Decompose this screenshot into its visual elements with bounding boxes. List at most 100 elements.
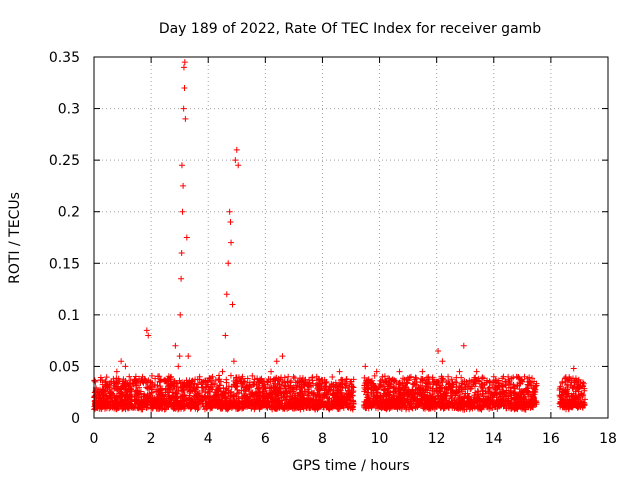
data-point: [349, 405, 356, 412]
data-point: [561, 398, 568, 405]
data-point: [109, 401, 116, 408]
x-tick-label: 2: [147, 431, 156, 447]
data-point: [279, 378, 286, 385]
data-point: [518, 390, 525, 397]
data-point: [192, 376, 199, 383]
data-point: [224, 393, 231, 400]
data-point: [523, 385, 530, 392]
data-point: [324, 394, 331, 401]
data-point: [262, 384, 269, 391]
data-point: [417, 384, 424, 391]
data-point: [362, 398, 369, 405]
data-point: [390, 388, 397, 395]
data-point: [290, 373, 297, 380]
data-point: [269, 378, 276, 385]
data-point: [182, 115, 189, 122]
data-point: [483, 379, 490, 386]
data-point: [218, 398, 225, 405]
x-tick-label: 14: [485, 431, 503, 447]
data-point: [154, 373, 161, 380]
data-point: [113, 368, 120, 375]
data-point: [295, 378, 302, 385]
data-point: [363, 379, 370, 386]
data-point: [502, 378, 509, 385]
data-point: [208, 378, 215, 385]
data-point: [559, 388, 566, 395]
data-point: [326, 405, 333, 412]
data-point: [223, 291, 230, 298]
data-point: [264, 379, 271, 386]
data-point: [488, 399, 495, 406]
data-point: [143, 380, 150, 387]
data-point: [410, 400, 417, 407]
data-point: [479, 375, 486, 382]
data-point: [284, 379, 291, 386]
data-point: [439, 358, 446, 365]
data-point: [141, 393, 148, 400]
data-point: [288, 378, 295, 385]
data-point: [256, 389, 263, 396]
x-tick-label: 6: [261, 431, 270, 447]
data-point: [562, 387, 569, 394]
data-point: [506, 380, 513, 387]
data-point: [295, 401, 302, 408]
data-point: [136, 384, 143, 391]
data-point: [442, 398, 449, 405]
data-point: [525, 379, 532, 386]
data-point: [343, 375, 350, 382]
data-point: [495, 382, 502, 389]
data-point: [107, 394, 114, 401]
data-point: [268, 391, 275, 398]
data-point: [373, 386, 380, 393]
data-point: [227, 219, 234, 226]
data-point: [304, 386, 311, 393]
data-point: [342, 378, 349, 385]
data-point: [474, 399, 481, 406]
x-axis-title: GPS time / hours: [292, 458, 409, 474]
data-point: [268, 368, 275, 375]
data-point: [223, 402, 230, 409]
data-point: [179, 208, 186, 215]
data-point: [420, 405, 427, 412]
data-point: [172, 342, 179, 349]
data-point: [240, 384, 247, 391]
y-tick-label: 0: [71, 411, 80, 427]
data-point: [102, 378, 109, 385]
data-point: [423, 380, 430, 387]
data-point: [241, 378, 248, 385]
data-point: [377, 384, 384, 391]
data-point: [381, 387, 388, 394]
data-point: [388, 404, 395, 411]
data-point: [124, 404, 131, 411]
data-point: [524, 389, 531, 396]
data-point: [496, 384, 503, 391]
data-point: [426, 395, 433, 402]
data-point: [167, 401, 174, 408]
data-point: [433, 387, 440, 394]
data-point: [278, 397, 285, 404]
data-point: [369, 401, 376, 408]
data-point: [403, 380, 410, 387]
data-point: [504, 402, 511, 409]
data-point: [442, 389, 449, 396]
data-point: [294, 382, 301, 389]
data-point: [455, 402, 462, 409]
data-point: [326, 398, 333, 405]
data-point: [219, 394, 226, 401]
data-point: [453, 374, 460, 381]
data-point: [211, 380, 218, 387]
data-point: [170, 405, 177, 412]
data-point: [514, 382, 521, 389]
data-point: [184, 380, 191, 387]
data-point: [259, 392, 266, 399]
data-point: [196, 373, 203, 380]
data-point: [296, 383, 303, 390]
data-point: [293, 405, 300, 412]
data-point: [273, 358, 280, 365]
y-tick-label: 0.1: [58, 308, 80, 324]
data-point: [425, 384, 432, 391]
data-point: [468, 403, 475, 410]
data-point: [447, 384, 454, 391]
data-point: [173, 384, 180, 391]
data-point: [287, 403, 294, 410]
